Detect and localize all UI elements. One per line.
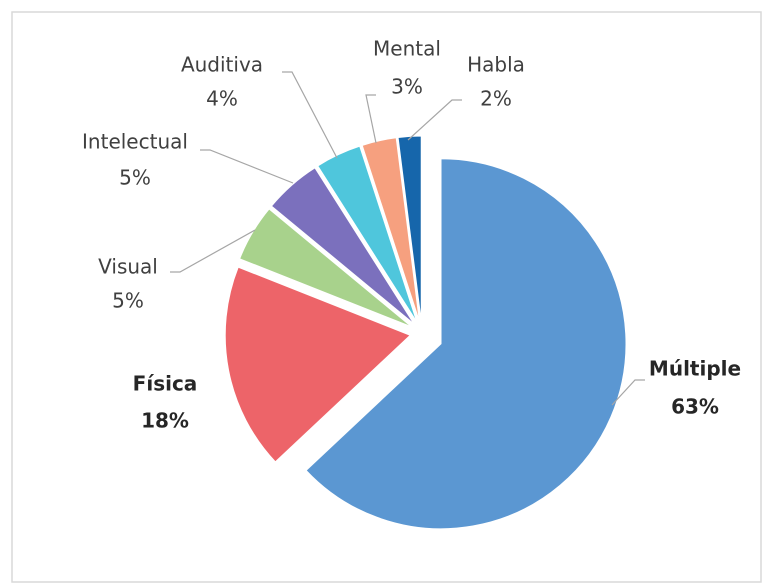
slice-label: Habla bbox=[467, 53, 525, 77]
pie-slice bbox=[239, 208, 412, 328]
slice-value-label: 3% bbox=[391, 75, 423, 99]
slice-value-label: 5% bbox=[112, 289, 144, 313]
pie-slice bbox=[305, 158, 627, 530]
pie-slice bbox=[361, 137, 420, 322]
slice-value-label: 2% bbox=[480, 87, 512, 111]
slice-value-label: 5% bbox=[119, 166, 151, 190]
leader-line bbox=[407, 99, 462, 141]
leader-line bbox=[200, 149, 294, 184]
pie-slice bbox=[270, 167, 415, 325]
slice-label: Intelectual bbox=[82, 130, 188, 154]
leader-line bbox=[365, 94, 377, 144]
pie-slice bbox=[317, 145, 418, 323]
slice-value-label: 63% bbox=[671, 395, 719, 419]
slice-label: Visual bbox=[98, 255, 158, 279]
leader-line bbox=[611, 379, 645, 406]
pie-slice bbox=[397, 135, 422, 322]
slice-label: Múltiple bbox=[649, 357, 741, 381]
slice-value-label: 18% bbox=[141, 409, 189, 433]
slice-label: Auditiva bbox=[181, 53, 263, 77]
slice-value-label: 4% bbox=[206, 87, 238, 111]
leader-line bbox=[282, 71, 338, 159]
slice-label: Mental bbox=[373, 37, 441, 61]
pie-slice bbox=[224, 266, 412, 463]
slice-label: Física bbox=[133, 372, 198, 396]
leader-line bbox=[170, 229, 256, 273]
